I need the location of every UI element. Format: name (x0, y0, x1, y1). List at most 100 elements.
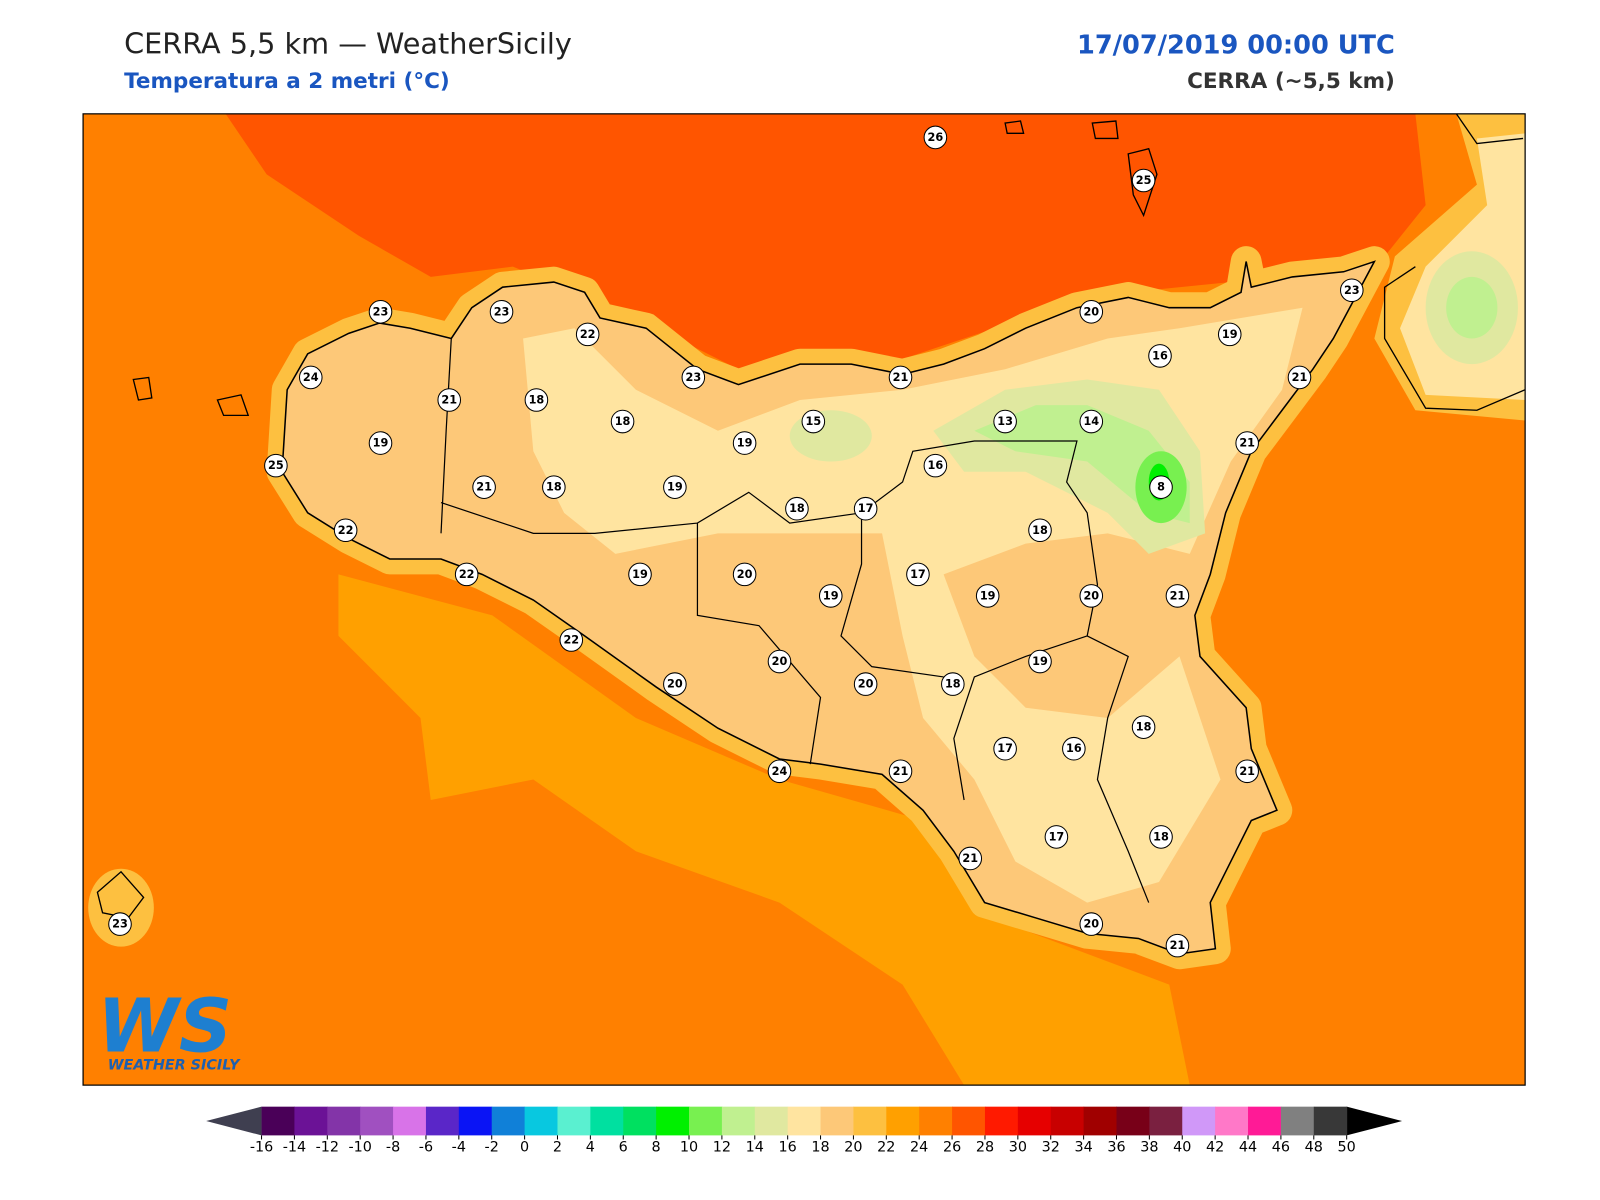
station: 19 (1217, 322, 1242, 347)
colorbar-box (1083, 1106, 1118, 1136)
date: 17/07/2019 00:00 UTC (1077, 30, 1395, 60)
map-frame (82, 113, 1526, 1086)
station-marker (1235, 431, 1259, 455)
station: 21 (472, 475, 496, 499)
station-value: 21 (1239, 437, 1255, 450)
station: 21 (437, 388, 462, 412)
colorbar-label: -16 (250, 1140, 273, 1156)
colorbar-label: 2 (553, 1140, 562, 1156)
station-value: 13 (997, 415, 1013, 428)
station-value: 23 (373, 305, 389, 318)
station-marker (575, 322, 600, 347)
station-marker (542, 475, 566, 499)
station: 26 (923, 125, 948, 150)
station: 19 (663, 475, 687, 499)
station-marker (472, 475, 496, 499)
station-marker (628, 562, 652, 587)
station: 16 (1062, 736, 1086, 761)
station: 18 (941, 672, 965, 696)
station-value: 23 (112, 918, 128, 931)
station: 13 (993, 409, 1017, 434)
station-value: 17 (858, 502, 874, 515)
station-marker (1217, 322, 1242, 347)
station: 15 (801, 409, 826, 434)
station-marker (993, 409, 1017, 434)
colorbar-box (919, 1106, 953, 1136)
colorbar-box (754, 1106, 789, 1136)
station-value: 25 (1136, 174, 1152, 187)
station: 18 (785, 496, 809, 521)
station-marker (1165, 933, 1190, 958)
station: 19 (1028, 649, 1052, 674)
station-value: 18 (1136, 721, 1152, 734)
colorbar-label: 14 (746, 1140, 764, 1156)
station-value: 21 (893, 765, 909, 778)
station: 20 (732, 562, 757, 587)
station-marker (732, 431, 757, 455)
colorbar-label: 12 (713, 1140, 731, 1156)
colorbar-label: 8 (652, 1140, 661, 1156)
colorbar-label: 16 (779, 1140, 797, 1156)
colorbar-box (1017, 1106, 1052, 1136)
station-marker (1079, 300, 1104, 324)
colorbar-box (491, 1106, 526, 1136)
station: 22 (333, 518, 358, 543)
station-value: 17 (910, 568, 926, 581)
station: 23 (368, 300, 393, 324)
station-value: 22 (338, 524, 354, 537)
station-value: 18 (789, 502, 805, 515)
station-value: 20 (667, 678, 683, 691)
colorbar: -16 -14 -12 -10 -8 -6 -4 -2 0 2 4 6 8 10 12 14 16 18 20 22 2… (250, 1106, 1356, 1156)
colorbar-label: 26 (943, 1140, 961, 1156)
station-value: 21 (441, 394, 457, 407)
station-value: 20 (737, 568, 753, 581)
colorbar-box (1248, 1106, 1282, 1136)
station-marker (853, 496, 878, 521)
station-value: 17 (1049, 830, 1065, 843)
colorbar-label: 30 (1009, 1140, 1027, 1156)
station: 22 (575, 322, 600, 347)
station-marker (941, 672, 965, 696)
colorbar-label: -10 (348, 1140, 371, 1156)
colorbar-label: 40 (1173, 1140, 1191, 1156)
station-value: 19 (1032, 655, 1048, 668)
logo-mark: WS (97, 983, 232, 1069)
station: 17 (853, 496, 878, 521)
station-value: 23 (685, 371, 701, 384)
station-marker (368, 300, 393, 324)
station: 17 (906, 562, 930, 587)
station-value: 21 (1239, 765, 1255, 778)
colorbar-box (1215, 1106, 1249, 1136)
station: 21 (1235, 431, 1259, 455)
station-value: 16 (928, 459, 944, 472)
station-value: 21 (893, 371, 909, 384)
nebrodi-cool (789, 410, 872, 462)
colorbar-label: 46 (1272, 1140, 1290, 1156)
station-value: 20 (1083, 589, 1099, 602)
station-marker (333, 518, 358, 543)
station-marker (437, 388, 462, 412)
station-marker (906, 562, 930, 587)
colorbar-label: -2 (485, 1140, 499, 1156)
colorbar-box (952, 1106, 986, 1136)
station-value: 18 (546, 481, 562, 494)
sicily (266, 246, 1390, 970)
station: 22 (559, 628, 584, 652)
pantelleria (88, 868, 154, 947)
model-label: CERRA (~5,5 km) (1187, 69, 1395, 94)
station: 20 (1079, 300, 1104, 324)
station-marker (489, 300, 514, 324)
station-marker (993, 736, 1017, 761)
station-value: 19 (980, 589, 996, 602)
station-marker (108, 912, 132, 936)
station: 19 (975, 584, 1000, 608)
logo-name: WEATHER SICILY (108, 1058, 241, 1074)
colorbar-label: -4 (452, 1140, 466, 1156)
station: 18 (524, 388, 549, 412)
colorbar-label: 44 (1239, 1140, 1257, 1156)
station-value: 20 (1083, 305, 1099, 318)
colorbar-box (689, 1106, 723, 1136)
station: 23 (681, 365, 706, 390)
station-value: 20 (1083, 918, 1099, 931)
station-value: 14 (1083, 415, 1099, 428)
